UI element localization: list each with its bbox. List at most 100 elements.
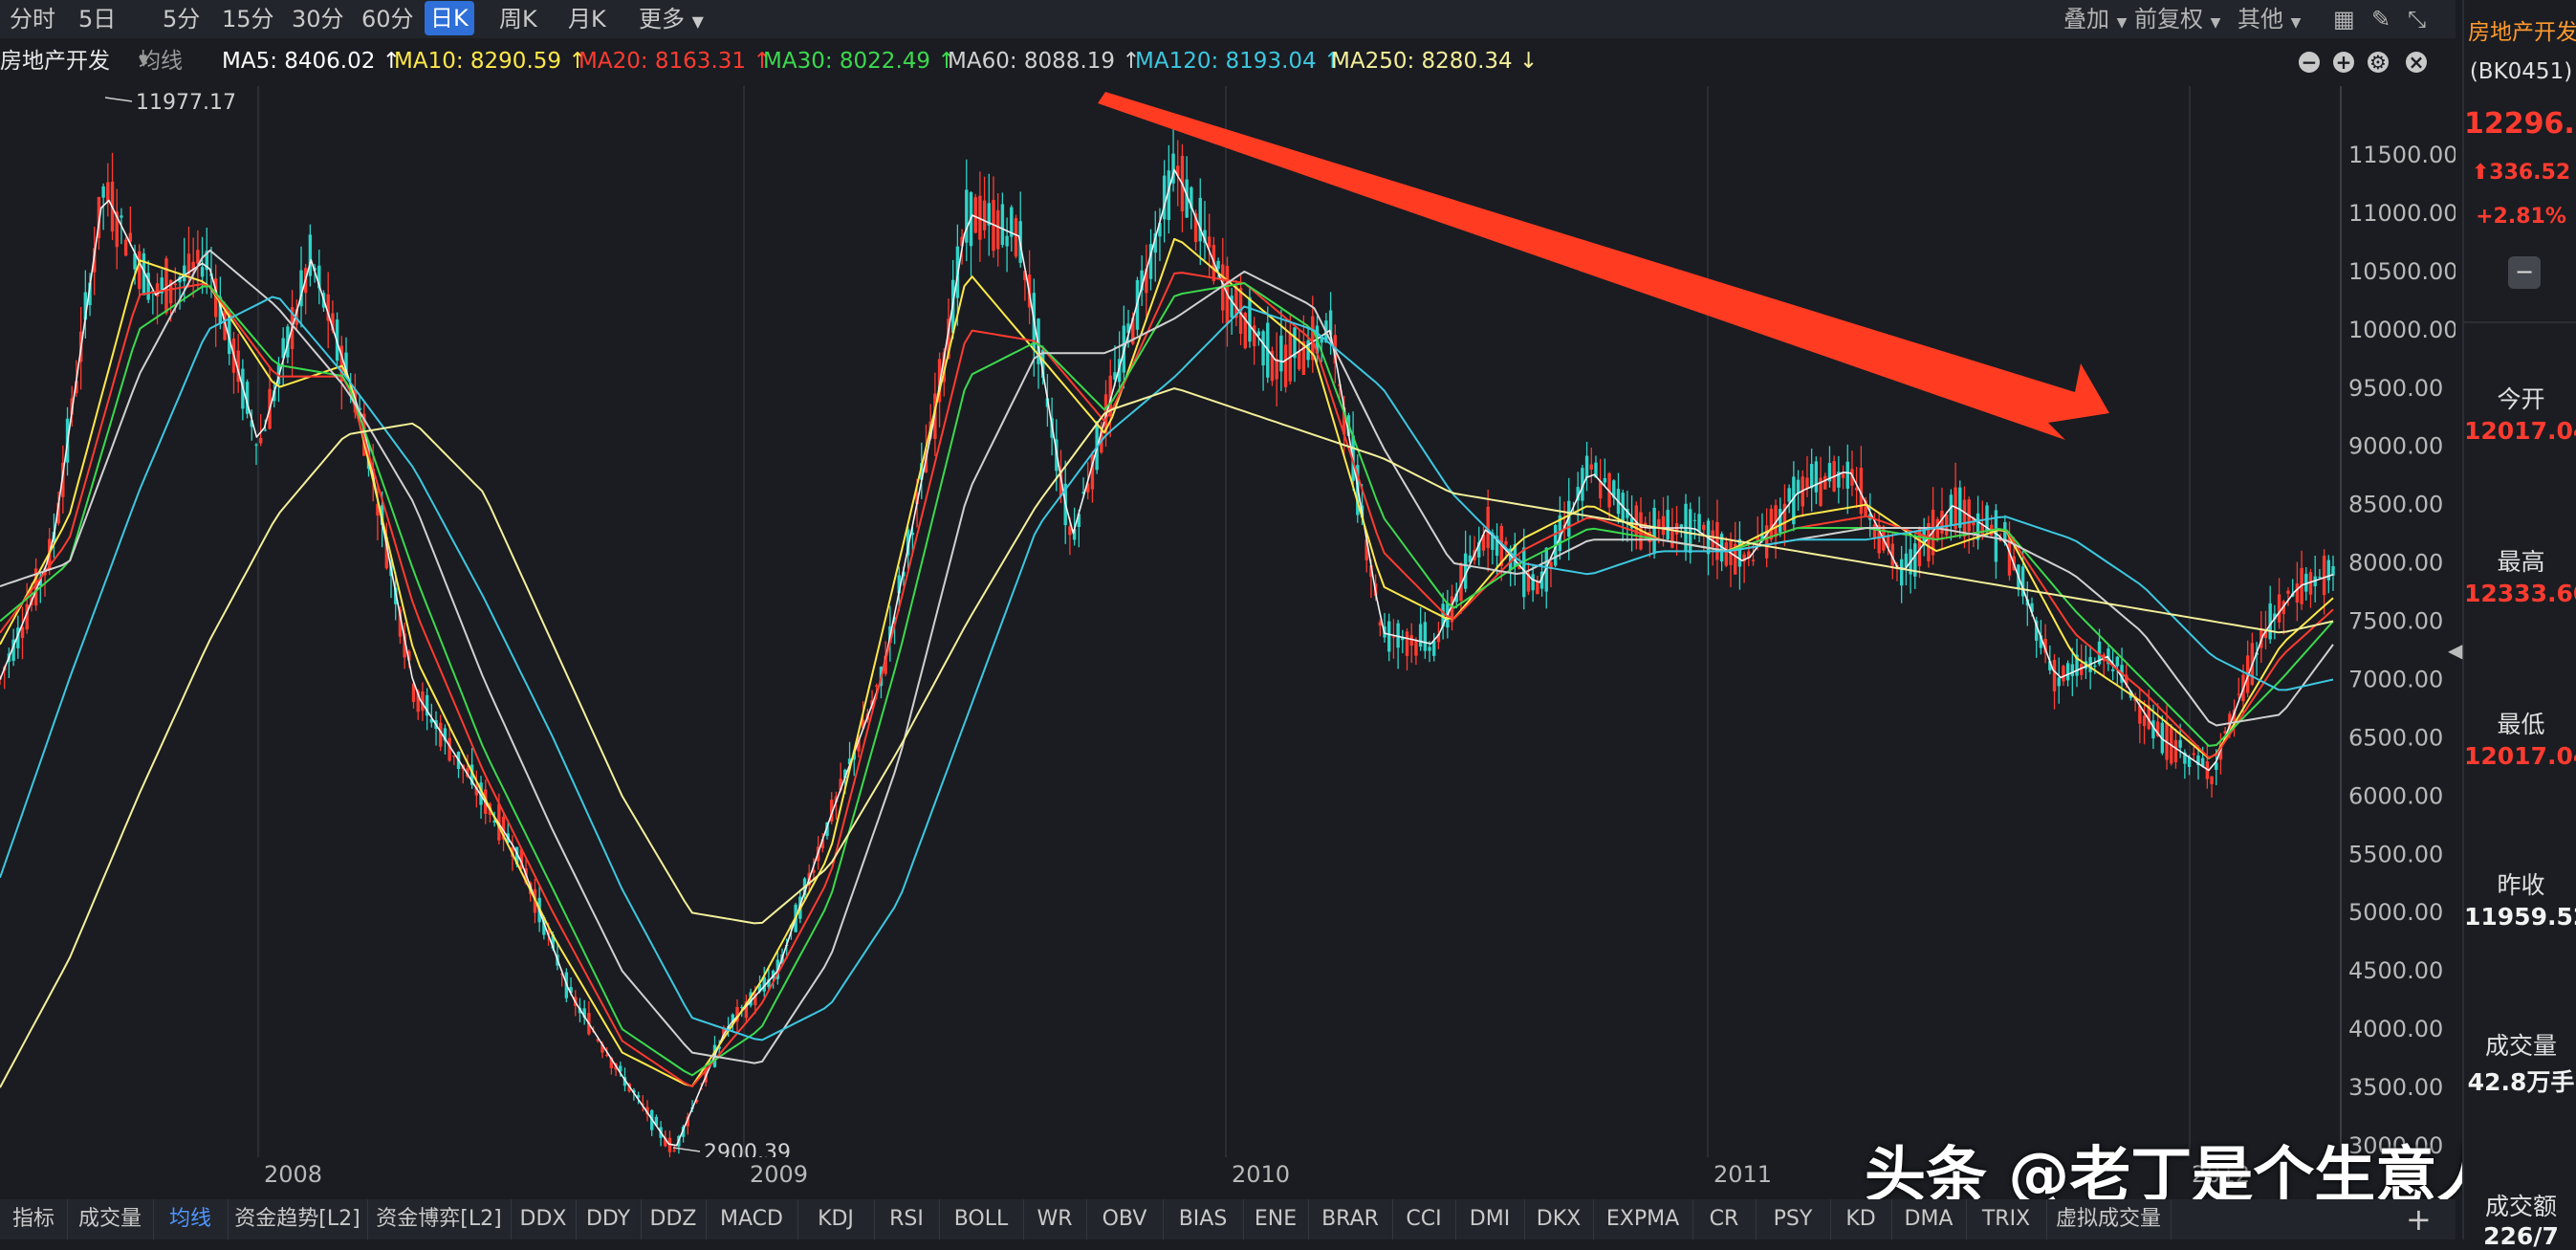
bottom-tab-22[interactable]: PSY [1756, 1199, 1831, 1239]
bottom-tab-3[interactable]: 资金趋势[L2] [228, 1199, 368, 1239]
bottom-tab-21[interactable]: CR [1692, 1199, 1757, 1239]
candle-body [2125, 674, 2128, 685]
bottom-tab-15[interactable]: ENE [1243, 1199, 1309, 1239]
zoom-out-icon[interactable]: − [2299, 52, 2320, 73]
bottom-tab-14[interactable]: BIAS [1163, 1199, 1244, 1239]
candle-body [205, 251, 208, 271]
candle-body [1405, 631, 1409, 657]
candle-body [384, 537, 389, 569]
close-icon[interactable]: × [2406, 52, 2427, 73]
bottom-tab-19[interactable]: DKX [1524, 1199, 1594, 1239]
bottom-tab-20[interactable]: EXPMA [1593, 1199, 1693, 1239]
bottom-tab-16[interactable]: BRAR [1308, 1199, 1393, 1239]
bottom-tab-23[interactable]: KD [1830, 1199, 1892, 1239]
tab-more[interactable]: 更多 ▼ [639, 0, 704, 38]
candle-body [1234, 286, 1238, 318]
candle-body [2007, 535, 2012, 576]
candle-body [600, 1044, 604, 1053]
candle-body [1454, 593, 1458, 603]
bottom-tab-10[interactable]: RSI [874, 1199, 940, 1239]
bottom-tab-4[interactable]: 资金博弈[L2] [367, 1199, 512, 1239]
bottom-tab-7[interactable]: DDZ [641, 1199, 707, 1239]
other-menu[interactable]: 其他 ▼ [2238, 0, 2301, 38]
candle-body [622, 1077, 627, 1086]
settings-gear-icon[interactable]: ⚙ [2368, 52, 2389, 73]
price-chart[interactable]: 11500.00 11000.00 10500.00 10000.00 9500.00 9… [0, 86, 2456, 1157]
candle-body [123, 239, 128, 256]
candle-body [1126, 323, 1130, 334]
candle-body [1193, 213, 1198, 243]
bottom-tab-12[interactable]: WR [1023, 1199, 1087, 1239]
chevron-down-icon: ▼ [2290, 15, 2302, 31]
bottom-tab-13[interactable]: OBV [1086, 1199, 1164, 1239]
candle-body [569, 986, 573, 994]
bottom-tab-25[interactable]: TRIX [1966, 1199, 2047, 1239]
candle-body [1584, 455, 1589, 478]
candle-body [2215, 762, 2218, 770]
candle-body [767, 978, 771, 987]
candle-body [398, 608, 403, 637]
bottom-tab-9[interactable]: KDJ [797, 1199, 875, 1239]
bottom-tab-11[interactable]: BOLL [939, 1199, 1024, 1239]
fullscreen-icon[interactable]: ⤡ [2408, 6, 2427, 33]
candle-body [973, 197, 977, 233]
candle-body [1927, 523, 1931, 561]
candle-body [474, 786, 479, 796]
candle-body [106, 182, 110, 202]
candle-body [1409, 635, 1413, 647]
bottom-tab-17[interactable]: CCI [1392, 1199, 1456, 1239]
tab-timeframe-5min[interactable]: 5分 [163, 6, 201, 33]
candle-body [2331, 565, 2335, 576]
candle-body [1072, 529, 1077, 540]
collapse-icon[interactable]: − [2508, 256, 2541, 289]
candles [0, 123, 2335, 1157]
candle-body [466, 768, 469, 778]
candle-body [1711, 530, 1714, 547]
bottom-tab-0[interactable]: 指标 [0, 1199, 68, 1239]
tab-timeframe-15min[interactable]: 15分 [222, 6, 274, 33]
bottom-tab-1[interactable]: 成交量 [67, 1199, 154, 1239]
adjust-menu[interactable]: 前复权 ▼ [2134, 0, 2220, 38]
candle-body [1652, 507, 1656, 554]
candle-body [2326, 559, 2330, 581]
candle-body [2020, 566, 2025, 597]
candle-body [299, 270, 303, 307]
candle-body [1261, 331, 1265, 366]
bottom-tab-2[interactable]: 均线 [153, 1199, 229, 1239]
candle-body [1603, 477, 1607, 483]
pen-icon[interactable]: ✎ [2371, 6, 2391, 33]
candle-body [1387, 621, 1391, 652]
candle-body [2178, 739, 2182, 748]
add-indicator-icon[interactable]: + [2406, 1201, 2432, 1238]
bottom-tab-6[interactable]: DDY [576, 1199, 642, 1239]
zoom-in-icon[interactable]: + [2333, 52, 2354, 73]
ma-legend-ma30: MA30: 8022.49 ↑ [763, 49, 956, 74]
bottom-tab-8[interactable]: MACD [706, 1199, 798, 1239]
candle-body [2065, 663, 2070, 681]
bottom-tab-24[interactable]: DMA [1891, 1199, 1967, 1239]
candle-body [1841, 473, 1845, 478]
tab-timeframe-60min[interactable]: 60分 [361, 6, 414, 33]
chevron-left-icon[interactable]: ◀ [2448, 639, 2463, 662]
candle-body [906, 529, 910, 556]
x-label-2008: 2008 [264, 1161, 323, 1188]
candle-body [146, 273, 150, 300]
candle-body [1041, 349, 1045, 379]
bottom-tab-18[interactable]: DMI [1455, 1199, 1525, 1239]
bottom-tab-26[interactable]: 虚拟成交量 [2046, 1199, 2172, 1239]
ma-legend-ma120: MA120: 8193.04 ↑ [1135, 49, 1343, 74]
tab-timeframe-daily[interactable]: 日K [425, 1, 474, 35]
candle-body [492, 821, 496, 823]
overlay-menu[interactable]: 叠加 ▼ [2063, 0, 2127, 38]
bottom-tab-5[interactable]: DDX [511, 1199, 577, 1239]
grid-layout-icon[interactable]: ▦ [2333, 6, 2355, 33]
x-label-2012: 2012 [2192, 1161, 2251, 1188]
tab-timeframe-30min[interactable]: 30分 [292, 6, 344, 33]
ma-mode-label: 均线 [139, 49, 183, 74]
ma-legend-bar: 房地产开发 均线 ▼ MA5: 8406.02 ↑ MA10: 8290.59 … [0, 42, 2456, 80]
candle-body [1248, 296, 1252, 342]
tab-timeframe-weekly[interactable]: 周K [499, 6, 537, 33]
tab-timeframe-monthly[interactable]: 月K [568, 6, 606, 33]
tab-timeframe-5day[interactable]: 5日 [78, 6, 117, 33]
tab-timeframe-intraday[interactable]: 分时 [10, 6, 55, 33]
